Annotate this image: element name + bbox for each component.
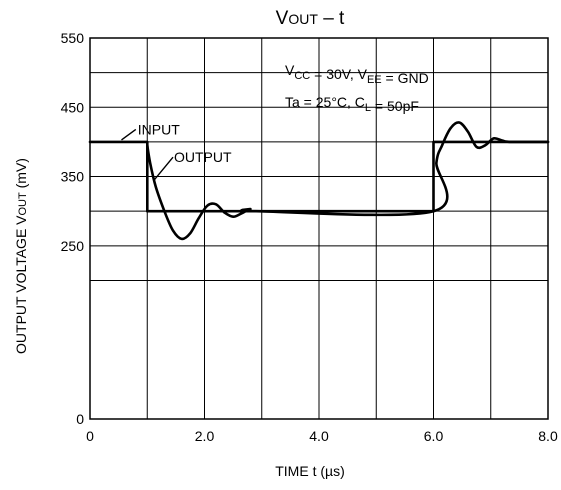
annotation-segment: Ta = 25°C, C	[285, 94, 365, 110]
label-group: 0 2.0 4.0 6.0 8.0 0 250 350 450 550 VCC = 30V, VEE…	[61, 30, 558, 444]
x-tick-label: 0	[86, 428, 94, 444]
x-tick-label: 6.0	[424, 428, 444, 444]
series-line-output	[146, 121, 550, 241]
annotation-segment: EE	[367, 74, 382, 86]
x-tick-label: 2.0	[195, 428, 215, 444]
grid	[90, 38, 548, 419]
annotation-segment: L	[365, 102, 371, 114]
x-axis-label: TIME t (µs)	[275, 463, 345, 479]
output-leader-line	[153, 156, 174, 181]
annotation-segment: CC	[294, 70, 310, 82]
y-axis-label: OUTPUT VOLTAGE VOUT (mV)	[13, 158, 29, 354]
y-tick-label: 350	[61, 169, 85, 185]
y-tick-label: 550	[61, 30, 85, 46]
y-tick-label: 0	[76, 411, 84, 427]
x-tick-label: 8.0	[538, 428, 558, 444]
output-series-label: OUTPUT	[174, 149, 232, 165]
annotation-segment: = GND	[382, 70, 429, 86]
series-group	[88, 121, 550, 241]
input-leader-line	[121, 128, 137, 141]
annotation-segment: V	[285, 62, 295, 78]
condition-annotation: Ta = 25°C, CL = 50pF	[285, 94, 419, 114]
condition-annotation: VCC = 30V, VEE = GND	[285, 62, 429, 86]
input-series-label: INPUT	[138, 121, 180, 137]
annotation-segment: = 30V, V	[310, 66, 367, 82]
y-tick-label: 250	[61, 238, 85, 254]
x-tick-label: 4.0	[309, 428, 329, 444]
annotation-segment: = 50pF	[371, 98, 419, 114]
y-tick-label: 450	[61, 99, 85, 115]
chart-title: VOUT – t	[276, 8, 345, 29]
